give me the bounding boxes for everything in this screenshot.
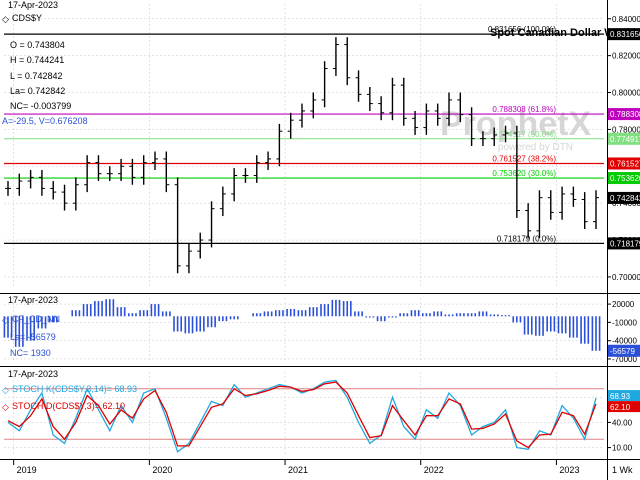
- watermark-text: ProphetX: [440, 105, 591, 143]
- period-label: 1 Wk: [612, 465, 633, 475]
- chart-title: Spot Canadian Dollar Weekly: [490, 27, 640, 39]
- stoch-k-line: [7, 379, 597, 453]
- cot-panel: 17-Apr-2023 CF_CD_NN La= -56579 NC= 1930…: [2, 295, 640, 364]
- price-tag-label: 0.831656: [610, 30, 640, 39]
- price-info-change: NC= -0.003799: [10, 101, 71, 111]
- price-tag-box: [608, 172, 640, 185]
- diamond-icon: ◇: [2, 402, 9, 412]
- x-axis: 2019 2020 2021 2022 2023: [13, 459, 579, 475]
- x-tick-label: 2022: [424, 465, 444, 475]
- diamond-icon: ◇: [2, 385, 9, 395]
- stoch-panel: 17-Apr-2023 STOCH K(CDS$Y,3,14)= 68.93 S…: [2, 369, 640, 456]
- price-tag-label: 0.718179: [610, 239, 640, 248]
- cot-y-tick-label: 20000: [612, 300, 635, 309]
- stoch-info-date: 17-Apr-2023: [8, 369, 58, 379]
- x-tick-label: 2019: [17, 465, 37, 475]
- stoch-k-tag-label: 68.93: [610, 392, 631, 401]
- price-tag-box: [608, 28, 640, 41]
- cot-y-axis: 20000 -10000 -40000 -70000-56579: [607, 300, 640, 364]
- cot-y-tick-label: -40000: [612, 337, 637, 346]
- stoch-d-tag-label: 62.10: [610, 403, 631, 412]
- cot-grid: [4, 298, 604, 362]
- stoch-y-tick-label: 10.00: [612, 444, 633, 453]
- stoch-d-line: [7, 381, 597, 449]
- diamond-icon: ◇: [2, 315, 9, 325]
- stoch-info-d: STOCH D(CDS$Y,3)= 62.10: [12, 401, 125, 411]
- fib-label: 0.774917 (50.0%): [492, 130, 556, 139]
- fib-lines: 0.831656 (100.0%) 0.788308 (61.8%) 0.77491…: [4, 25, 604, 245]
- stoch-info-k: STOCH K(CDS$Y,3,14)= 68.93: [12, 384, 137, 394]
- diamond-icon: ◇: [2, 14, 9, 24]
- stoch-info-block: 17-Apr-2023 STOCH K(CDS$Y,3,14)= 68.93 S…: [8, 369, 137, 411]
- fib-label: 0.761527 (38.2%): [492, 154, 556, 163]
- stoch-lines: [7, 379, 597, 453]
- price-bars: [5, 37, 599, 274]
- price-right-tags: 0.831656 0.788308 0.774917 0.761527 0.753620…: [608, 28, 640, 250]
- price-info-extra: A=-29.5, V=0.676208: [2, 116, 88, 126]
- cot-info-name: CF_CD_NN: [12, 314, 60, 324]
- cot-info-block: 17-Apr-2023 CF_CD_NN La= -56579 NC= 1930: [8, 295, 60, 358]
- fib-label: 0.788308 (61.8%): [492, 105, 556, 114]
- cot-info-last: La= -56579: [10, 332, 56, 342]
- price-info-low: L = 0.742842: [10, 71, 62, 81]
- price-grid: [4, 4, 604, 288]
- price-info-last: La= 0.742842: [10, 86, 65, 96]
- price-panel: ProphetX powered by DTN Spot Canadian Do…: [2, 0, 640, 288]
- price-tag-box: [608, 108, 640, 121]
- price-tag-label: 0.788308: [610, 110, 640, 119]
- x-tick-label: 2023: [559, 465, 579, 475]
- cot-info-change: NC= 1930: [10, 348, 51, 358]
- cot-bars: [3, 299, 601, 351]
- price-tag-box: [608, 157, 640, 170]
- price-tag-box: [608, 132, 640, 145]
- price-tag-box: [608, 191, 640, 204]
- price-info-block: 17-Apr-2023 CDS$Y O = 0.743804 H = 0.744…: [2, 0, 88, 126]
- cot-last-tag-box: [608, 344, 640, 357]
- x-tick-label: 2021: [288, 465, 308, 475]
- stoch-k-tag-box: [608, 390, 640, 402]
- stoch-y-tick-label: 40.00: [612, 418, 633, 427]
- price-info-open: O = 0.743804: [10, 40, 65, 50]
- watermark-sub: powered by DTN: [498, 142, 573, 153]
- price-tag-label: 0.761527: [610, 159, 640, 168]
- price-tag-label: 0.774917: [610, 135, 640, 144]
- price-tag-label: 0.753620: [610, 174, 640, 183]
- cot-last-tag-label: -56579: [610, 347, 635, 356]
- cot-info-date: 17-Apr-2023: [8, 295, 58, 305]
- fib-label: 0.831656 (100.0%): [488, 25, 556, 34]
- fib-label: 0.753620 (30.0%): [492, 169, 556, 178]
- price-info-symbol: CDS$Y: [12, 13, 42, 23]
- fib-label: 0.718179 (0.0%): [497, 234, 556, 243]
- x-tick-label: 2020: [152, 465, 172, 475]
- stoch-grid: [4, 372, 604, 456]
- cot-y-tick-label: -70000: [612, 355, 637, 364]
- price-info-high: H = 0.744241: [10, 55, 64, 65]
- stoch-d-tag-box: [608, 401, 640, 413]
- price-info-date: 17-Apr-2023: [8, 0, 58, 10]
- cot-y-tick-label: -10000: [612, 318, 637, 327]
- price-tag-label: 0.742842: [610, 194, 640, 203]
- price-tag-box: [608, 237, 640, 250]
